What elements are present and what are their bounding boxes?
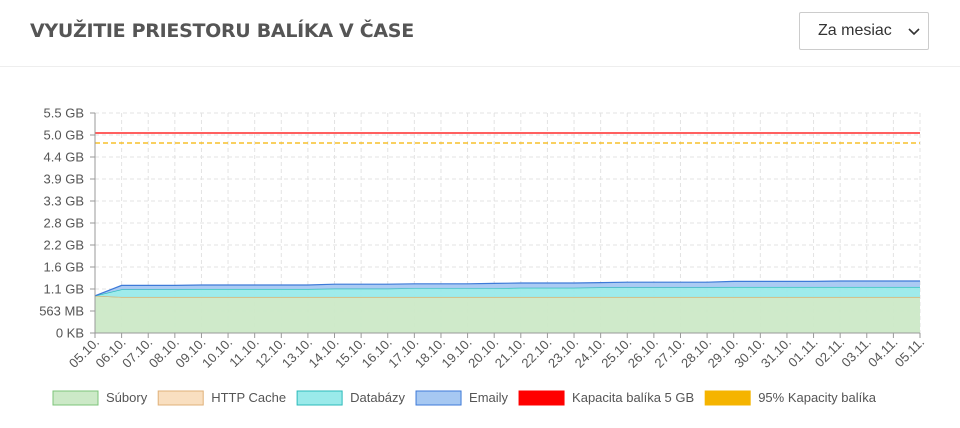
x-tick-label: 10.10. [199, 335, 235, 371]
y-tick-label: 0 KB [56, 326, 84, 341]
x-tick-label: 04.11. [865, 335, 900, 370]
y-tick-label: 563 MB [39, 304, 84, 319]
legend-swatch [157, 390, 204, 406]
y-tick-label: 3.3 GB [44, 194, 84, 209]
legend-swatch [52, 390, 99, 406]
y-tick-label: 2.8 GB [44, 216, 84, 231]
select-value: Za mesiac [818, 22, 892, 39]
area [95, 295, 920, 333]
legend-label: Kapacita balíka 5 GB [572, 390, 694, 405]
legend-swatch [704, 390, 751, 406]
range-select[interactable]: Za mesiac [799, 12, 929, 50]
legend-label: HTTP Cache [211, 390, 286, 405]
y-tick-label: 1.6 GB [44, 260, 84, 275]
area-line [94, 280, 920, 297]
legend-label: Databázy [350, 390, 405, 405]
legend-label: 95% Kapacity balíka [758, 390, 877, 405]
chevron [908, 28, 920, 36]
legend-item: Databázy [296, 390, 406, 406]
y-tick-label: 5.0 GB [44, 128, 84, 143]
legend-item: Kapacita balíka 5 GB [518, 390, 694, 406]
separator [0, 66, 960, 67]
x-tick-label: 31.10. [758, 335, 794, 371]
y-tick-label: 3.9 GB [44, 172, 84, 187]
legend-label: Emaily [469, 390, 509, 405]
legend-item: HTTP Cache [157, 390, 286, 406]
area [95, 281, 920, 296]
legend-swatch [415, 390, 462, 406]
legend-item: Emaily [415, 390, 509, 406]
x-tick-label: 01.11. [785, 335, 820, 370]
legend-item: 95% Kapacity balíka [704, 390, 877, 406]
y-tick-label: 1.1 GB [44, 282, 84, 297]
legend-swatch [518, 390, 565, 406]
page-title: VYUŽITIE PRIESTORU BALÍKA V ČASE [30, 20, 414, 42]
y-tick-label: 5.5 GB [44, 106, 84, 121]
x-tick-label: 02.11. [812, 335, 847, 370]
legend-label: Súbory [106, 390, 148, 405]
legend-item: Súbory [52, 390, 148, 406]
y-tick-label: 4.4 GB [44, 150, 84, 165]
x-tick-label: 05.11. [892, 335, 927, 370]
legend-swatch [296, 390, 343, 406]
x-tick-label: 03.11. [838, 335, 873, 370]
y-tick-label: 2.2 GB [44, 238, 84, 253]
